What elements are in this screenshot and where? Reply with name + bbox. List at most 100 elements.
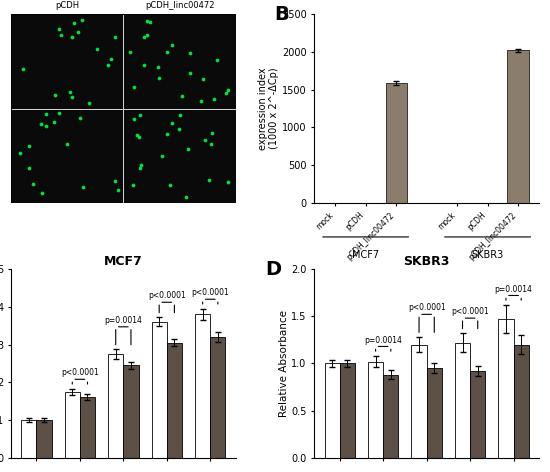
Point	[125, 48, 134, 56]
Point	[111, 33, 119, 41]
Point	[166, 182, 174, 189]
Text: p=0.0014: p=0.0014	[494, 285, 532, 294]
Point	[70, 19, 79, 26]
Point	[178, 93, 186, 100]
Point	[162, 48, 171, 55]
Point	[111, 177, 120, 185]
Bar	[210, 337, 225, 458]
Text: B: B	[274, 5, 289, 24]
Point	[113, 186, 122, 194]
Y-axis label: expression index
(1000 x 2^-ΔCp): expression index (1000 x 2^-ΔCp)	[257, 67, 279, 150]
Bar	[324, 363, 340, 458]
Point	[163, 130, 172, 137]
Bar	[514, 345, 529, 458]
Point	[204, 177, 213, 184]
Point	[85, 99, 94, 107]
Point	[168, 119, 177, 126]
Point	[19, 65, 28, 73]
Point	[68, 93, 76, 101]
Point	[135, 164, 144, 172]
Point	[93, 45, 102, 53]
Text: p<0.0001: p<0.0001	[61, 369, 99, 378]
Point	[201, 136, 210, 144]
Point	[223, 178, 232, 186]
Bar	[411, 345, 427, 458]
Point	[56, 32, 65, 39]
Point	[133, 131, 141, 139]
Text: D: D	[265, 260, 281, 278]
Point	[185, 69, 194, 77]
Point	[185, 50, 194, 57]
Point	[222, 89, 230, 96]
Title: MCF7: MCF7	[104, 255, 142, 268]
Point	[129, 84, 138, 91]
Bar	[386, 83, 407, 203]
Y-axis label: Relative Absorbance: Relative Absorbance	[278, 310, 289, 417]
Bar	[152, 322, 167, 458]
Point	[25, 164, 34, 172]
Point	[168, 42, 177, 49]
Point	[76, 114, 85, 121]
Point	[137, 161, 146, 169]
Point	[207, 129, 216, 136]
Bar	[123, 109, 236, 203]
Text: SKBR3: SKBR3	[471, 250, 504, 260]
Bar	[167, 343, 182, 458]
Point	[224, 86, 233, 94]
Point	[196, 97, 205, 104]
Bar	[508, 51, 529, 203]
Text: p<0.0001: p<0.0001	[191, 288, 229, 297]
Point	[73, 29, 82, 36]
Point	[142, 17, 151, 25]
Bar	[80, 397, 95, 458]
Text: p=0.0014: p=0.0014	[364, 336, 402, 345]
Text: p<0.0001: p<0.0001	[148, 291, 186, 300]
Bar	[65, 392, 80, 458]
Text: pCDH_linc00472: pCDH_linc00472	[145, 1, 214, 10]
Point	[103, 61, 112, 68]
Point	[135, 111, 144, 119]
Point	[145, 18, 154, 26]
Text: p=0.0014: p=0.0014	[104, 316, 142, 325]
Point	[50, 118, 58, 126]
Point	[107, 56, 116, 63]
Point	[129, 116, 138, 123]
Bar	[11, 14, 123, 109]
Bar	[455, 343, 470, 458]
Bar	[427, 368, 442, 458]
Bar	[36, 420, 52, 458]
Point	[210, 95, 218, 103]
Bar	[123, 14, 236, 109]
Point	[54, 109, 63, 117]
Point	[140, 33, 148, 41]
Point	[38, 189, 47, 196]
Point	[153, 63, 162, 70]
Bar	[340, 363, 355, 458]
Point	[79, 184, 87, 191]
Bar	[498, 319, 514, 458]
Text: p<0.0001: p<0.0001	[451, 307, 489, 316]
Point	[213, 56, 222, 64]
Point	[134, 133, 143, 141]
Point	[41, 123, 50, 130]
Text: MCF7: MCF7	[352, 250, 379, 260]
Point	[182, 193, 191, 201]
Point	[175, 111, 184, 118]
Point	[158, 152, 167, 160]
Point	[142, 31, 151, 38]
Point	[207, 140, 216, 148]
Point	[174, 125, 183, 133]
Title: SKBR3: SKBR3	[404, 255, 450, 268]
Point	[66, 89, 75, 96]
Bar	[470, 371, 485, 458]
Point	[36, 120, 45, 128]
Point	[25, 142, 34, 150]
Bar	[108, 354, 123, 458]
Point	[199, 76, 208, 83]
Bar	[383, 375, 398, 458]
Point	[51, 91, 59, 98]
Point	[78, 16, 87, 24]
Bar	[123, 365, 139, 458]
Point	[55, 25, 64, 33]
Text: pCDH: pCDH	[55, 1, 79, 10]
